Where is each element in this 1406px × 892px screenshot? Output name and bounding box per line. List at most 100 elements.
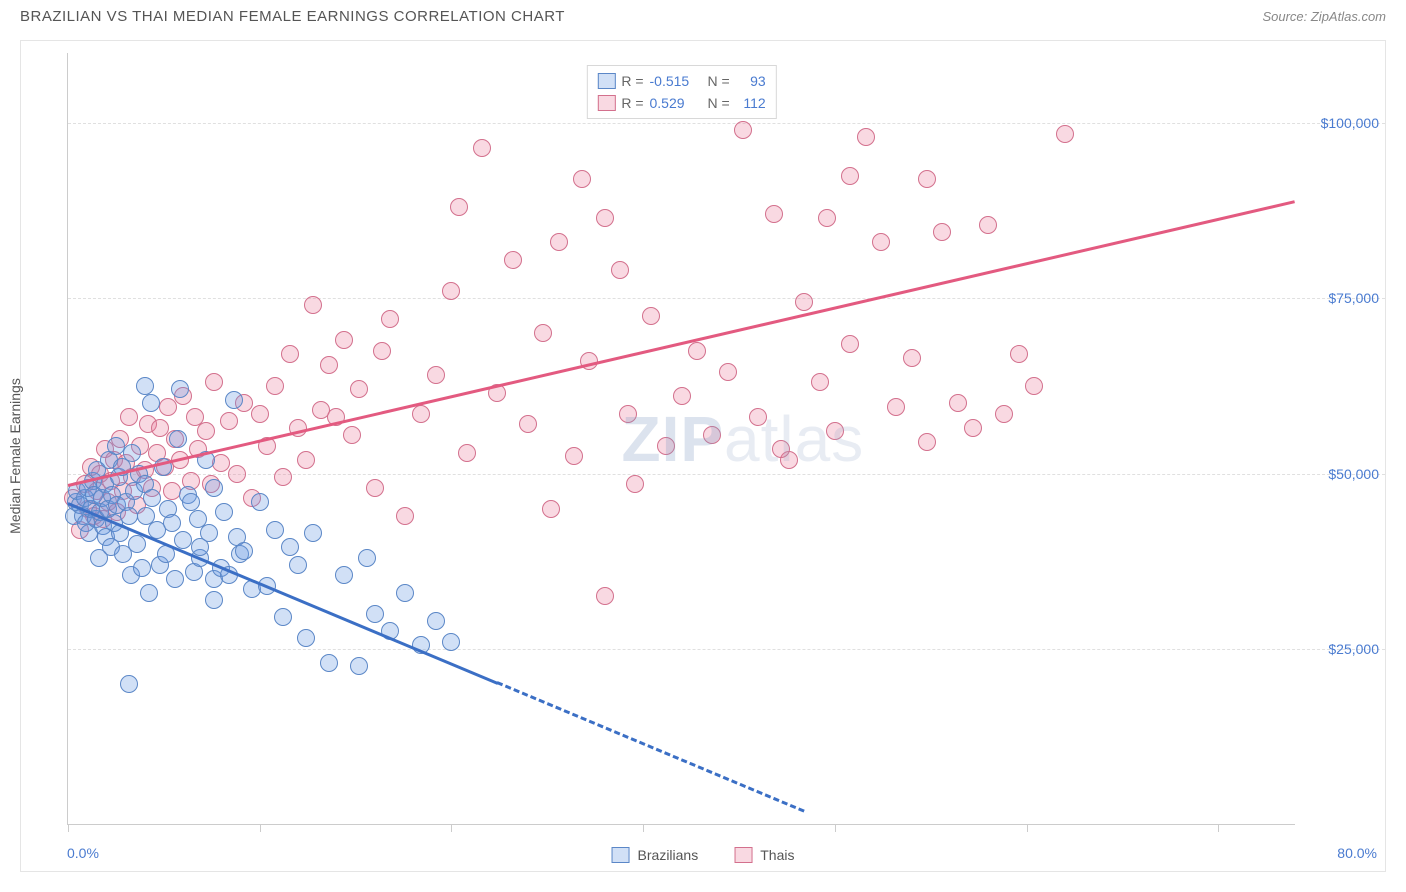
- swatch-brazilians: [612, 847, 630, 863]
- trend-line: [68, 200, 1296, 487]
- x-tick: [451, 824, 452, 832]
- trend-line: [497, 682, 805, 813]
- data-point-thais: [442, 282, 460, 300]
- data-point-thais: [734, 121, 752, 139]
- gridline: [68, 123, 1385, 124]
- data-point-thais: [995, 405, 1013, 423]
- data-point-thais: [1010, 345, 1028, 363]
- x-tick: [1218, 824, 1219, 832]
- data-point-thais: [565, 447, 583, 465]
- title-bar: BRAZILIAN VS THAI MEDIAN FEMALE EARNINGS…: [0, 0, 1406, 35]
- y-axis-label: Median Female Earnings: [7, 378, 23, 534]
- x-min-label: 0.0%: [67, 845, 99, 861]
- data-point-thais: [887, 398, 905, 416]
- data-point-thais: [534, 324, 552, 342]
- x-tick: [643, 824, 644, 832]
- stats-row-brazilians: R = -0.515 N = 93: [597, 70, 765, 92]
- data-point-thais: [765, 205, 783, 223]
- data-point-thais: [933, 223, 951, 241]
- y-tick-label: $25,000: [1328, 641, 1379, 657]
- data-point-thais: [304, 296, 322, 314]
- data-point-thais: [818, 209, 836, 227]
- data-point-thais: [381, 310, 399, 328]
- data-point-thais: [703, 426, 721, 444]
- gridline: [68, 649, 1385, 650]
- data-point-brazilians: [335, 566, 353, 584]
- data-point-thais: [396, 507, 414, 525]
- data-point-thais: [450, 198, 468, 216]
- data-point-thais: [826, 422, 844, 440]
- data-point-thais: [688, 342, 706, 360]
- data-point-thais: [504, 251, 522, 269]
- x-tick: [835, 824, 836, 832]
- data-point-brazilians: [120, 675, 138, 693]
- data-point-brazilians: [225, 391, 243, 409]
- swatch-brazilians: [597, 73, 615, 89]
- data-point-thais: [611, 261, 629, 279]
- data-point-brazilians: [182, 493, 200, 511]
- data-point-thais: [857, 128, 875, 146]
- x-tick: [68, 824, 69, 832]
- data-point-thais: [918, 170, 936, 188]
- data-point-thais: [872, 233, 890, 251]
- data-point-thais: [281, 345, 299, 363]
- data-point-brazilians: [274, 608, 292, 626]
- data-point-thais: [949, 394, 967, 412]
- data-point-thais: [719, 363, 737, 381]
- data-point-brazilians: [289, 556, 307, 574]
- data-point-thais: [811, 373, 829, 391]
- data-point-thais: [596, 587, 614, 605]
- data-point-thais: [1056, 125, 1074, 143]
- source-label: Source: ZipAtlas.com: [1262, 9, 1386, 24]
- data-point-thais: [979, 216, 997, 234]
- data-point-brazilians: [142, 394, 160, 412]
- data-point-thais: [297, 451, 315, 469]
- data-point-brazilians: [171, 380, 189, 398]
- data-point-brazilians: [266, 521, 284, 539]
- data-point-brazilians: [136, 377, 154, 395]
- gridline: [68, 298, 1385, 299]
- data-point-thais: [619, 405, 637, 423]
- data-point-thais: [350, 380, 368, 398]
- data-point-thais: [320, 356, 338, 374]
- data-point-thais: [159, 398, 177, 416]
- data-point-thais: [1025, 377, 1043, 395]
- data-point-brazilians: [251, 493, 269, 511]
- data-point-thais: [373, 342, 391, 360]
- stats-row-thais: R = 0.529 N = 112: [597, 92, 765, 114]
- watermark: ZIPatlas: [621, 402, 864, 476]
- data-point-thais: [412, 405, 430, 423]
- legend-item-brazilians: Brazilians: [612, 847, 699, 863]
- data-point-thais: [220, 412, 238, 430]
- data-point-brazilians: [133, 559, 151, 577]
- data-point-thais: [343, 426, 361, 444]
- y-tick-label: $75,000: [1328, 290, 1379, 306]
- data-point-brazilians: [205, 591, 223, 609]
- data-point-brazilians: [120, 507, 138, 525]
- data-point-thais: [251, 405, 269, 423]
- data-point-thais: [772, 440, 790, 458]
- data-point-brazilians: [304, 524, 322, 542]
- plot-area: ZIPatlas R = -0.515 N = 93 R = 0.529 N =…: [67, 53, 1295, 825]
- data-point-brazilians: [366, 605, 384, 623]
- bottom-legend: Brazilians Thais: [612, 847, 795, 863]
- data-point-thais: [274, 468, 292, 486]
- data-point-thais: [542, 500, 560, 518]
- data-point-brazilians: [215, 503, 233, 521]
- data-point-thais: [841, 167, 859, 185]
- swatch-thais: [734, 847, 752, 863]
- data-point-thais: [335, 331, 353, 349]
- data-point-thais: [642, 307, 660, 325]
- swatch-thais: [597, 95, 615, 111]
- x-max-label: 80.0%: [1337, 845, 1377, 861]
- data-point-thais: [626, 475, 644, 493]
- data-point-thais: [228, 465, 246, 483]
- chart-title: BRAZILIAN VS THAI MEDIAN FEMALE EARNINGS…: [20, 8, 565, 25]
- x-tick: [1027, 824, 1028, 832]
- data-point-brazilians: [427, 612, 445, 630]
- data-point-brazilians: [123, 444, 141, 462]
- data-point-thais: [841, 335, 859, 353]
- data-point-brazilians: [107, 437, 125, 455]
- data-point-brazilians: [128, 535, 146, 553]
- data-point-thais: [550, 233, 568, 251]
